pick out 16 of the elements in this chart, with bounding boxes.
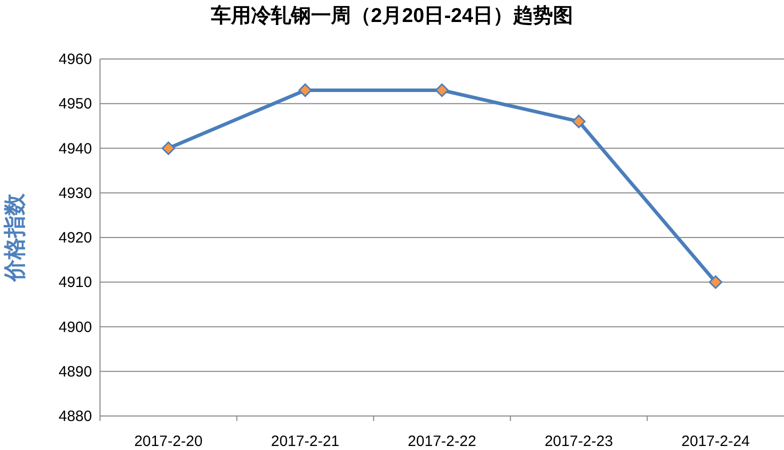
x-tick-label: 2017-2-21 (271, 433, 340, 450)
y-axis-title: 价格指数 (2, 192, 27, 282)
x-tick-label: 2017-2-22 (408, 433, 476, 450)
y-tick-label: 4930 (58, 184, 92, 202)
y-tick-label: 4950 (58, 96, 92, 113)
y-tick-label: 4920 (58, 230, 92, 246)
x-tick-label: 2017-2-20 (134, 433, 203, 450)
x-tick-label: 2017-2-23 (544, 433, 613, 450)
y-tick-label: 4880 (58, 408, 92, 425)
y-tick-label: 4890 (58, 363, 92, 380)
y-tick-label: 4940 (58, 140, 92, 158)
y-tick-label: 4910 (58, 274, 92, 292)
x-tick-label: 2017-2-24 (681, 433, 750, 450)
y-tick-label: 4900 (58, 318, 92, 336)
y-tick-label: 4960 (58, 51, 92, 68)
chart-title: 车用冷轧钢一周（2月20日-24日）趋势图 (210, 4, 574, 27)
